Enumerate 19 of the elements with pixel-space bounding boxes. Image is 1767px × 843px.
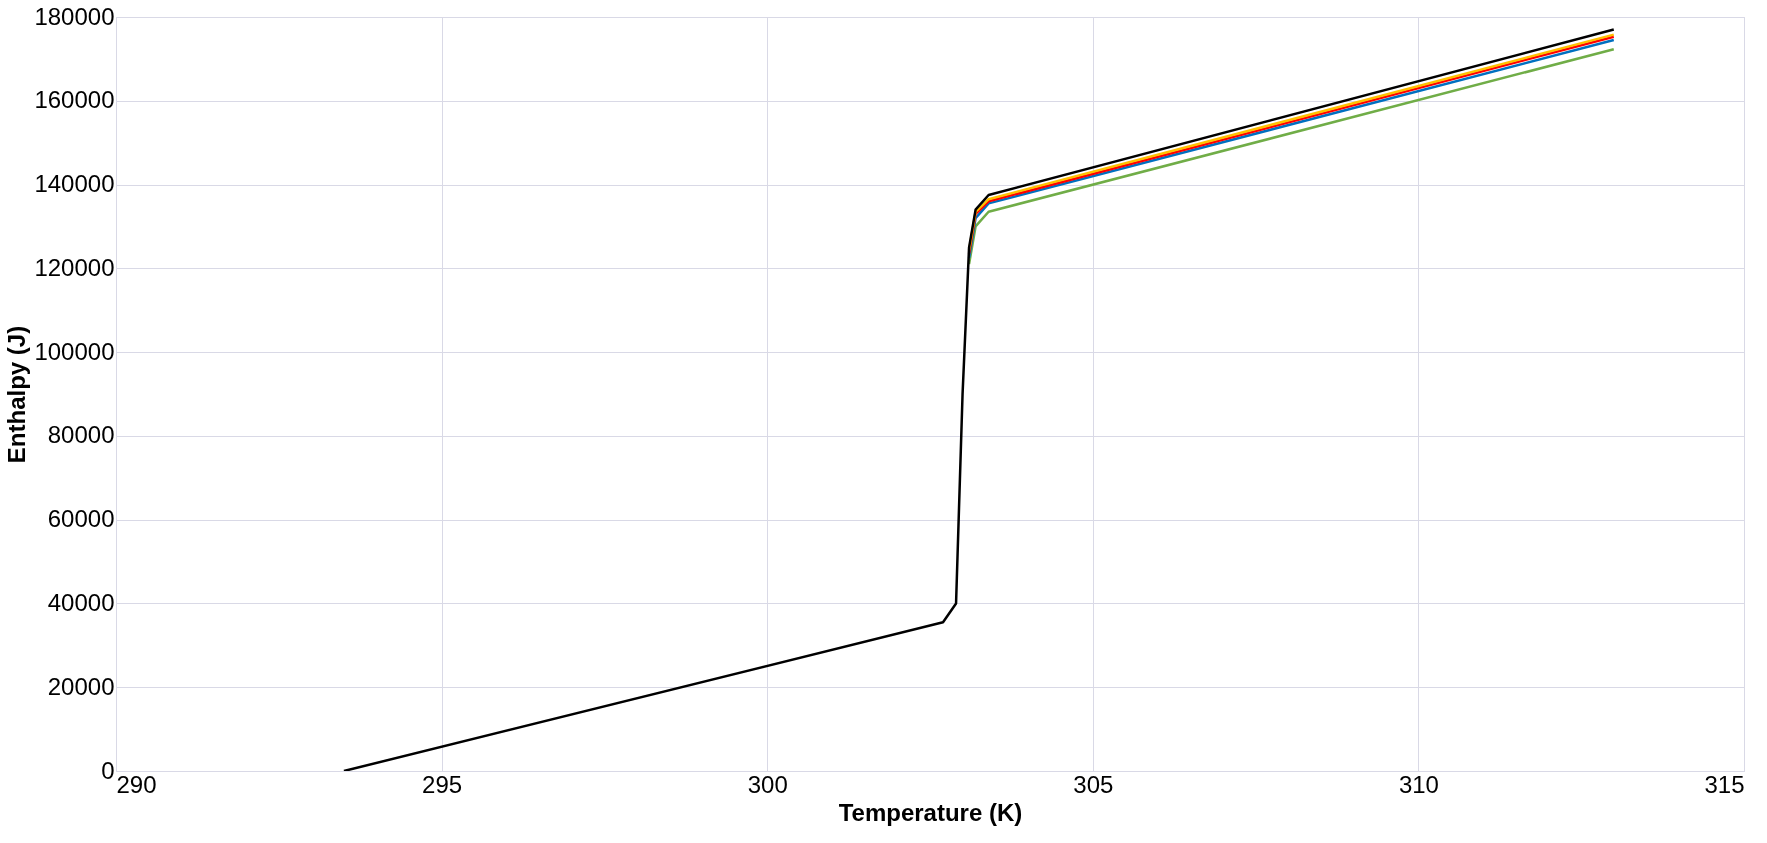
y-tick-label: 80000 xyxy=(47,421,115,449)
x-tick-label: 305 xyxy=(1073,770,1114,798)
x-tick-label: 315 xyxy=(1704,770,1745,798)
y-tick-label: 20000 xyxy=(47,672,115,700)
x-tick-label: 300 xyxy=(747,770,788,798)
y-tick-label: 0 xyxy=(101,756,115,784)
y-tick-label: 40000 xyxy=(47,588,115,616)
y-tick-label: 140000 xyxy=(34,170,115,198)
x-axis-title: Temperature (K) xyxy=(838,798,1023,826)
x-tick-label: 290 xyxy=(116,770,157,798)
x-tick-label: 310 xyxy=(1398,770,1439,798)
y-tick-label: 60000 xyxy=(47,505,115,533)
y-axis-title: Enthalpy (J) xyxy=(3,325,31,464)
y-tick-label: 100000 xyxy=(34,337,115,365)
y-tick-label: 120000 xyxy=(34,253,115,281)
y-tick-label: 180000 xyxy=(34,2,115,30)
y-tick-label: 160000 xyxy=(34,86,115,114)
x-tick-label: 295 xyxy=(422,770,463,798)
line-series xyxy=(342,28,1616,771)
